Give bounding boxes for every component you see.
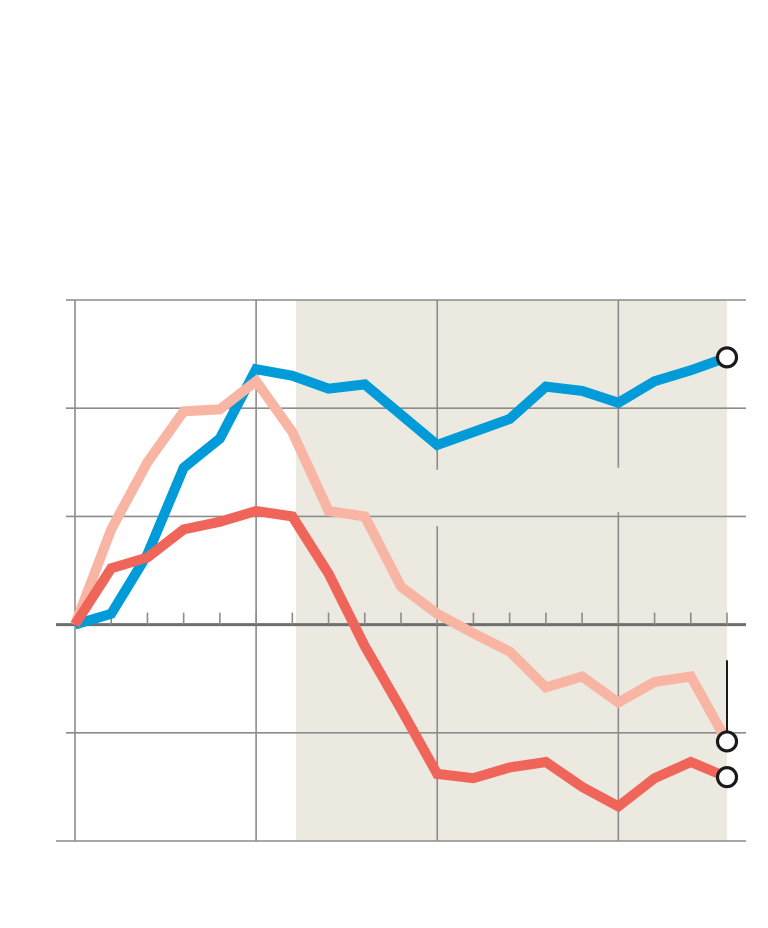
end-marker-3 <box>715 766 739 789</box>
end-marker-1 <box>715 346 739 369</box>
series-line-1 <box>73 352 729 630</box>
end-marker-2 <box>715 730 739 753</box>
gridlines <box>56 299 746 842</box>
series-line-2 <box>70 374 732 744</box>
series-line-3 <box>70 505 729 813</box>
end-markers <box>715 346 739 789</box>
series-lines <box>70 352 732 813</box>
